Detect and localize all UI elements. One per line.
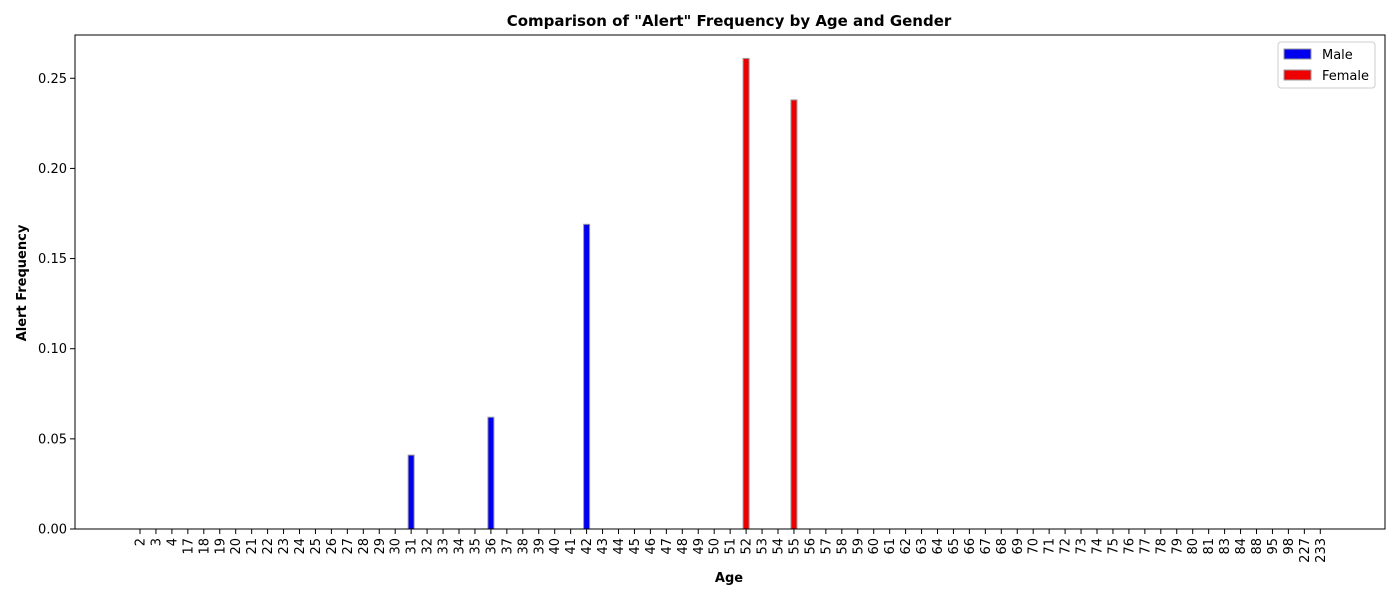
- x-tick-label: 81: [1202, 538, 1217, 555]
- x-tick-label: 44: [612, 538, 627, 555]
- x-tick-label: 17: [181, 538, 196, 555]
- x-tick-label: 24: [293, 538, 308, 555]
- bar-male-42: [583, 223, 591, 530]
- x-tick-label: 64: [931, 538, 946, 555]
- legend-swatch-male: [1283, 48, 1312, 60]
- x-tick-label: 78: [1154, 538, 1169, 555]
- y-axis-label: Alert Frequency: [15, 224, 30, 341]
- legend-swatch-female: [1283, 69, 1312, 81]
- x-tick-label: 39: [532, 538, 547, 555]
- y-tick-label: 0.20: [38, 162, 67, 177]
- x-tick-label: 37: [500, 538, 515, 555]
- x-tick-label: 21: [245, 538, 260, 555]
- x-tick-label: 68: [995, 538, 1010, 555]
- bar-male-31: [407, 454, 415, 530]
- bar-female-55: [790, 99, 798, 530]
- x-tick-label: 55: [787, 538, 802, 555]
- x-tick-label: 75: [1106, 538, 1121, 555]
- x-tick-label: 83: [1218, 538, 1233, 555]
- x-tick-label: 35: [468, 538, 483, 555]
- x-tick-label: 63: [915, 538, 930, 555]
- y-tick-label: 0.25: [38, 72, 67, 87]
- x-tick-label: 46: [644, 538, 659, 555]
- x-tick-label: 233: [1314, 538, 1329, 563]
- x-tick-label: 72: [1059, 538, 1074, 555]
- x-tick-label: 61: [883, 538, 898, 555]
- x-tick-label: 53: [756, 538, 771, 555]
- legend: Male Female: [1277, 41, 1376, 89]
- x-tick-label: 70: [1027, 538, 1042, 555]
- x-tick-label: 34: [453, 538, 468, 555]
- bar-female-52: [742, 57, 750, 530]
- x-tick-label: 48: [676, 538, 691, 555]
- x-tick-label: 59: [851, 538, 866, 555]
- x-tick-label: 27: [341, 538, 356, 555]
- x-tick-label: 29: [373, 538, 388, 555]
- x-tick-label: 57: [819, 538, 834, 555]
- x-tick-label: 69: [1011, 538, 1026, 555]
- x-tick-label: 23: [277, 538, 292, 555]
- x-tick-label: 40: [548, 538, 563, 555]
- x-tick-label: 88: [1250, 538, 1265, 555]
- x-tick-label: 19: [213, 538, 228, 555]
- x-tick-label: 58: [835, 538, 850, 555]
- x-tick-label: 71: [1043, 538, 1058, 555]
- x-tick-label: 28: [357, 538, 372, 555]
- x-tick-label: 227: [1298, 538, 1313, 563]
- x-tick-label: 60: [867, 538, 882, 555]
- x-tick-label: 49: [692, 538, 707, 555]
- x-tick-label: 98: [1282, 538, 1297, 555]
- x-tick-label: 43: [596, 538, 611, 555]
- x-tick-label: 36: [484, 538, 499, 555]
- x-tick-label: 4: [165, 538, 180, 546]
- y-tick-label: 0.00: [38, 523, 67, 538]
- x-tick-label: 66: [963, 538, 978, 555]
- bar-male-36: [487, 416, 495, 530]
- x-tick-label: 20: [229, 538, 244, 555]
- x-tick-label: 65: [947, 538, 962, 555]
- legend-label-female: Female: [1322, 69, 1369, 84]
- x-tick-label: 80: [1186, 538, 1201, 555]
- legend-label-male: Male: [1322, 48, 1353, 63]
- y-tick-label: 0.05: [38, 432, 67, 447]
- x-tick-label: 62: [899, 538, 914, 555]
- x-tick-label: 3: [149, 538, 164, 546]
- plot-frame: [74, 34, 1386, 530]
- x-tick-label: 67: [979, 538, 994, 555]
- x-tick-label: 26: [325, 538, 340, 555]
- chart-title: Comparison of "Alert" Frequency by Age a…: [507, 12, 952, 30]
- x-tick-label: 56: [803, 538, 818, 555]
- x-tick-label: 52: [740, 538, 755, 555]
- x-tick-label: 73: [1075, 538, 1090, 555]
- x-tick-label: 50: [708, 538, 723, 555]
- x-tick-label: 33: [437, 538, 452, 555]
- x-tick-label: 77: [1138, 538, 1153, 555]
- x-tick-label: 2: [134, 538, 149, 546]
- x-tick-label: 76: [1122, 538, 1137, 555]
- x-tick-label: 54: [772, 538, 787, 555]
- x-tick-label: 25: [309, 538, 324, 555]
- x-tick-label: 95: [1266, 538, 1281, 555]
- x-tick-label: 41: [564, 538, 579, 555]
- x-axis-label: Age: [715, 571, 743, 586]
- x-tick-label: 51: [724, 538, 739, 555]
- x-tick-label: 30: [389, 538, 404, 555]
- x-tick-label: 42: [580, 538, 595, 555]
- plot-area: 0.000.050.100.150.200.252 3 4 17 18 19 20 21 22 2…: [38, 57, 1329, 563]
- x-tick-label: 18: [197, 538, 212, 555]
- x-tick-label: 45: [628, 538, 643, 555]
- y-tick-label: 0.10: [38, 342, 67, 357]
- y-tick-label: 0.15: [38, 252, 67, 267]
- x-tick-label: 38: [516, 538, 531, 555]
- x-tick-label: 47: [660, 538, 675, 555]
- x-tick-label: 31: [405, 538, 420, 555]
- x-tick-label: 32: [421, 538, 436, 555]
- x-tick-label: 79: [1170, 538, 1185, 555]
- x-tick-label: 22: [261, 538, 276, 555]
- x-tick-label: 84: [1234, 538, 1249, 555]
- x-tick-label: 74: [1091, 538, 1106, 555]
